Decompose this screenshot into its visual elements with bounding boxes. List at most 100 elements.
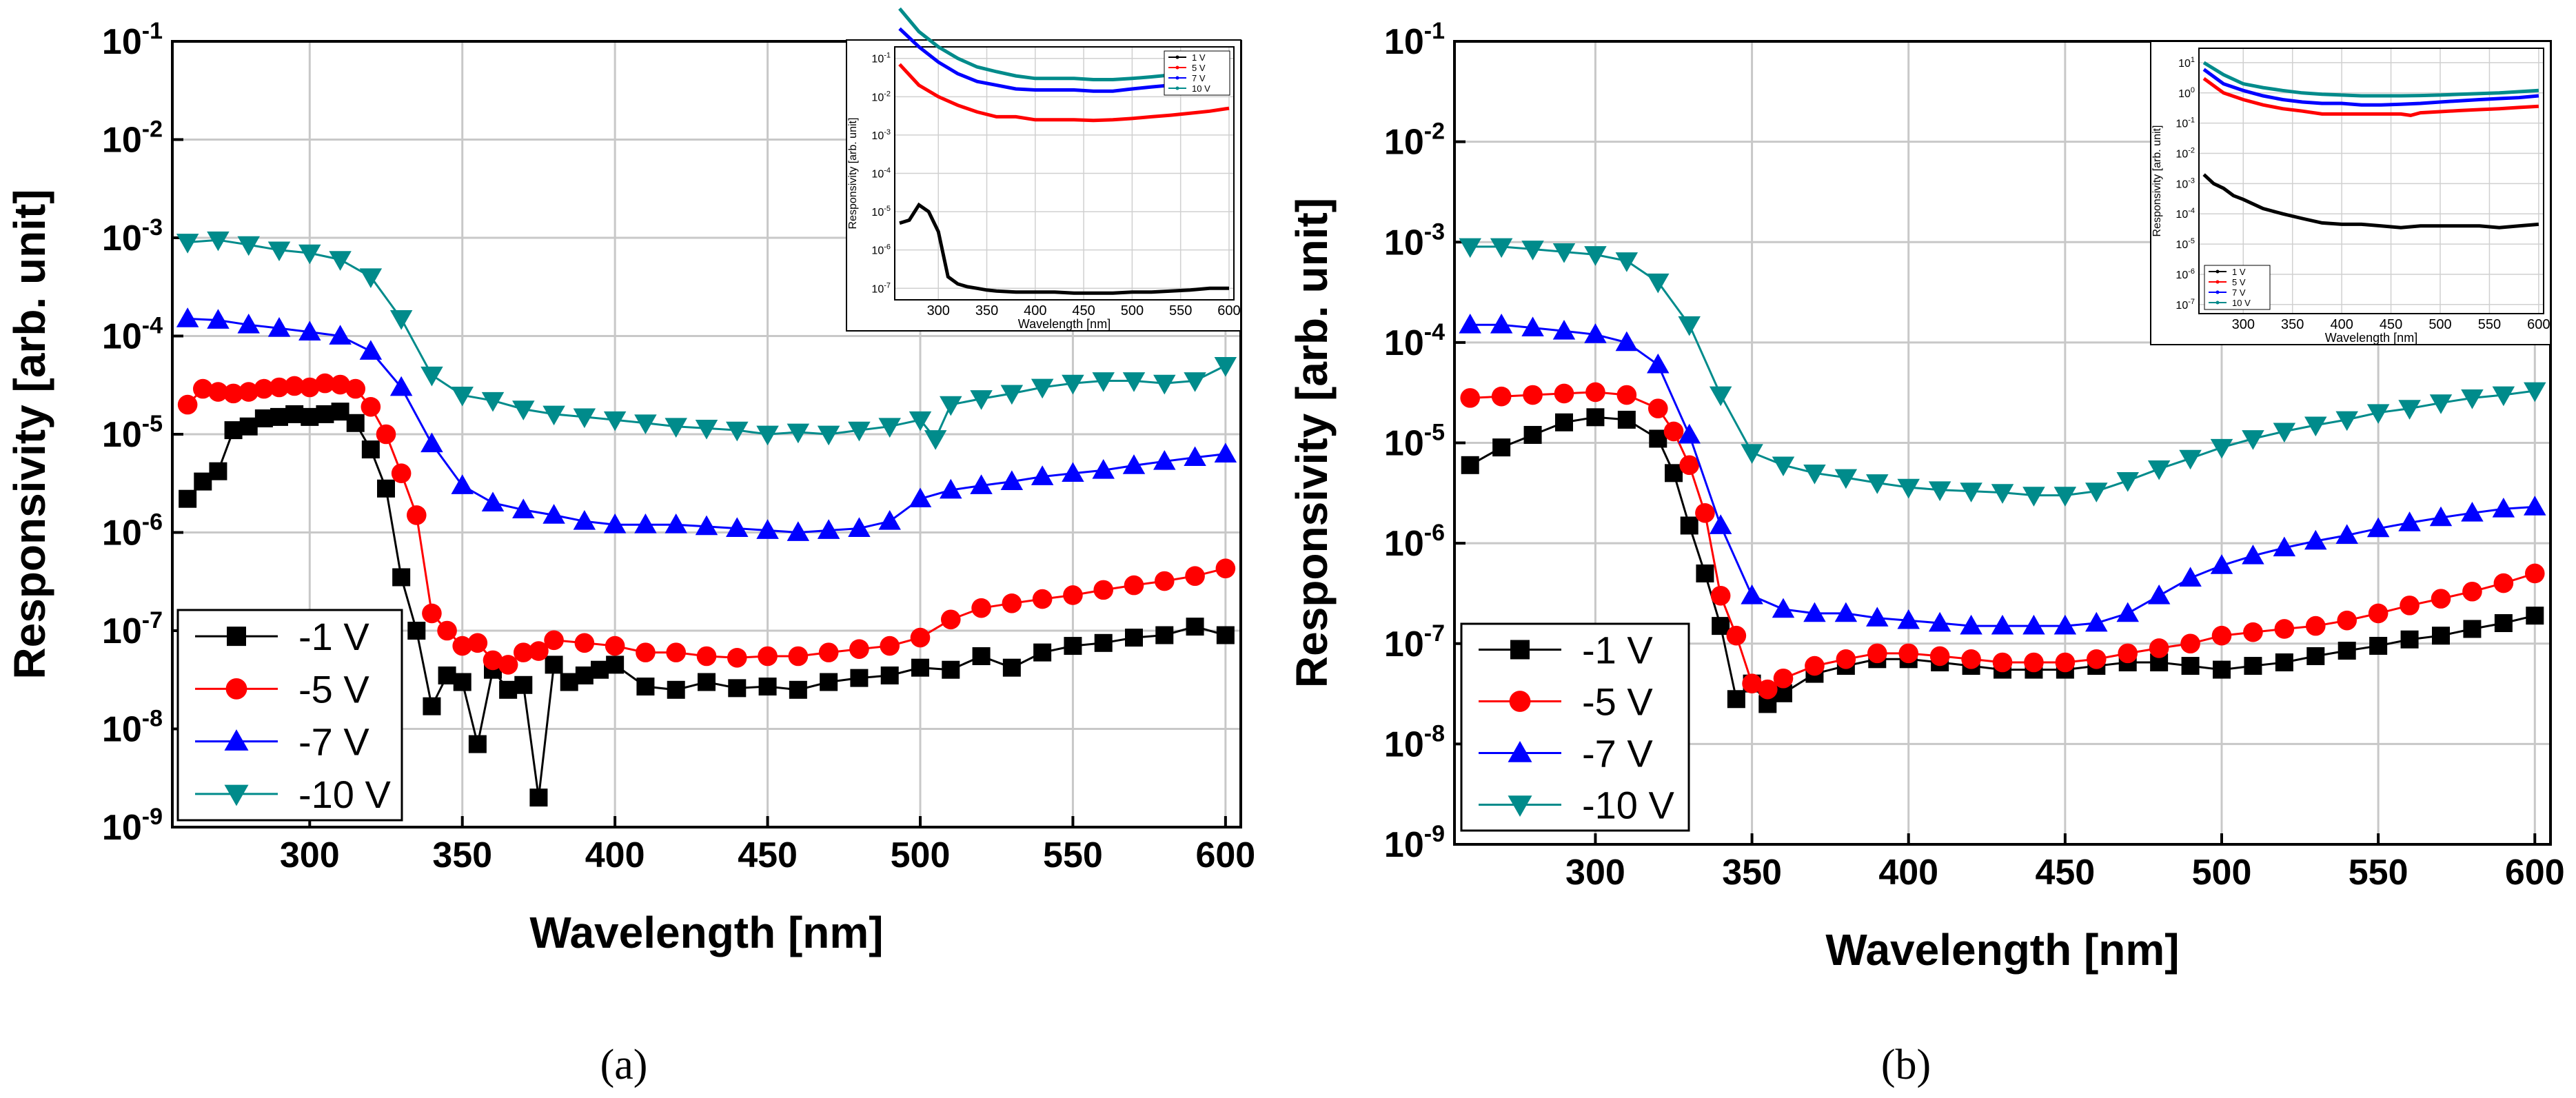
data-point (696, 646, 717, 667)
x-tick-label: 450 (738, 835, 798, 875)
data-point (420, 366, 443, 387)
data-point (359, 268, 383, 288)
data-point (1617, 410, 1636, 429)
inset-series-1 (898, 63, 1230, 123)
data-point (544, 630, 564, 651)
legend-label: -10 V (298, 773, 391, 816)
data-point (267, 316, 291, 337)
data-point (1459, 313, 1481, 334)
data-point (940, 396, 962, 416)
data-point (1615, 331, 1639, 352)
data-point (208, 382, 228, 402)
data-point (942, 660, 960, 679)
data-point (787, 521, 810, 541)
legend-marker (1510, 640, 1530, 660)
data-point (254, 378, 274, 399)
data-point (2181, 657, 2200, 675)
y-tick-label: 10-4 (1384, 319, 1445, 363)
data-point (1991, 484, 2014, 504)
x-tick-label: 600 (1195, 835, 1255, 875)
data-point (1063, 585, 1083, 605)
data-point (727, 647, 747, 668)
data-point (1897, 478, 1920, 499)
data-point (498, 655, 518, 675)
data-point (666, 642, 687, 662)
data-point (330, 374, 350, 395)
data-point (1555, 413, 1573, 431)
inset-legend-item: 5 V (1168, 63, 1206, 73)
inset-series-line (899, 202, 1229, 295)
data-point (2462, 581, 2482, 602)
data-point (176, 307, 199, 327)
inset-x-tick-label: 400 (1024, 303, 1046, 318)
data-point (298, 244, 321, 265)
series-0 (179, 403, 1235, 807)
inset-series-0 (899, 202, 1229, 295)
data-point (407, 622, 426, 640)
data-point (1521, 241, 1544, 261)
data-point (848, 517, 871, 537)
panel-a: 300 350 400 450 500 550 60010-910-810-710-610-… (5, 7, 1255, 957)
data-point (2400, 596, 2420, 616)
data-point (2306, 647, 2325, 665)
legend-item: -7 V (1479, 732, 1653, 775)
inset-x-axis-title: Wavelength [nm] (1018, 317, 1110, 331)
legend-item: -1 V (1479, 629, 1653, 672)
legend-item: -10 V (1479, 784, 1674, 827)
data-point (634, 414, 657, 435)
data-point (391, 463, 412, 484)
data-point (1757, 679, 1778, 700)
data-point (2366, 517, 2390, 538)
data-point (329, 251, 352, 271)
data-point (1960, 614, 1982, 635)
data-point (2492, 386, 2515, 407)
data-point (1000, 470, 1024, 490)
data-point (179, 489, 197, 508)
data-point (377, 479, 395, 498)
data-point (2524, 563, 2545, 584)
legend-label: -5 V (1582, 680, 1653, 724)
data-point (2492, 498, 2515, 518)
data-point (192, 378, 213, 399)
data-point (468, 735, 487, 753)
data-point (1960, 482, 1982, 502)
data-point (911, 658, 929, 677)
data-point (818, 642, 839, 662)
data-point (346, 414, 365, 432)
legend-label: -10 V (1582, 784, 1674, 827)
data-point (2368, 603, 2389, 624)
data-point (1186, 618, 1204, 636)
data-point (575, 666, 594, 684)
data-point (758, 678, 777, 696)
data-point (2273, 536, 2296, 557)
x-tick-label: 400 (1878, 853, 1938, 893)
data-point (451, 386, 474, 407)
data-point (1554, 383, 1574, 404)
legend-marker (227, 627, 246, 647)
x-tick-label: 350 (432, 835, 492, 875)
data-point (1215, 558, 1236, 579)
data-point (667, 680, 685, 699)
data-point (2147, 460, 2171, 480)
data-point (1741, 444, 1763, 464)
legend-item: -10 V (195, 773, 391, 816)
data-point (422, 603, 442, 624)
legend-label: -1 V (1582, 629, 1653, 672)
inset-legend-item: 7 V (1168, 73, 1206, 83)
data-point (1834, 602, 1858, 622)
x-tick-label: 400 (585, 835, 645, 875)
data-point (2369, 636, 2388, 655)
data-point (345, 378, 366, 399)
data-point (1154, 571, 1175, 591)
data-point (2243, 622, 2263, 642)
data-point (2086, 649, 2107, 669)
data-point (1214, 357, 1237, 377)
data-point (1680, 516, 1698, 535)
data-point (467, 633, 488, 653)
inset-x-tick-label: 550 (1169, 303, 1192, 318)
data-point (285, 405, 304, 423)
data-point (787, 423, 810, 444)
data-point (2337, 610, 2357, 631)
data-point (301, 407, 319, 426)
data-point (1741, 584, 1763, 604)
